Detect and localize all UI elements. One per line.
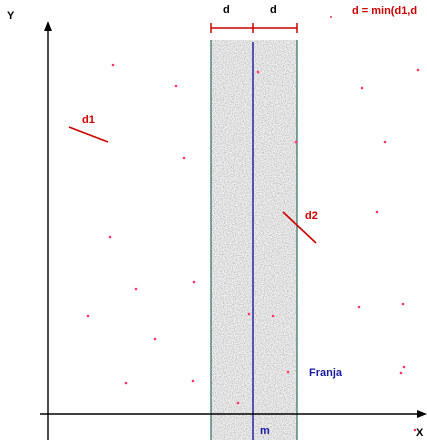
point-7 bbox=[153, 337, 157, 341]
point-17 bbox=[383, 140, 387, 144]
strip-tint bbox=[211, 40, 297, 440]
point-3 bbox=[182, 156, 186, 160]
point-9 bbox=[191, 379, 195, 383]
points-layer bbox=[86, 63, 420, 432]
strip-label: Franja bbox=[309, 367, 343, 379]
point-20 bbox=[357, 305, 361, 309]
x-axis-label: X bbox=[416, 427, 424, 439]
point-6 bbox=[86, 314, 90, 318]
y-axis-label: Y bbox=[7, 10, 15, 22]
point-8 bbox=[124, 381, 128, 385]
point-11 bbox=[256, 70, 260, 74]
d-left-label: d bbox=[223, 4, 230, 16]
d-dimension-brackets bbox=[210, 23, 298, 33]
y-axis-arrow bbox=[44, 21, 52, 31]
point-12 bbox=[294, 140, 298, 144]
d1-segment bbox=[68, 126, 109, 143]
point-13 bbox=[247, 312, 251, 316]
point-2 bbox=[174, 84, 178, 88]
median-label: m bbox=[260, 425, 270, 437]
point-25 bbox=[236, 401, 240, 405]
d1-label: d1 bbox=[82, 114, 95, 126]
point-18 bbox=[375, 210, 379, 214]
point-19 bbox=[416, 68, 420, 72]
point-24 bbox=[413, 428, 417, 432]
d-right-label: d bbox=[270, 4, 277, 16]
point-5 bbox=[134, 287, 138, 291]
point-21 bbox=[401, 302, 405, 306]
d2-segment bbox=[282, 211, 317, 244]
point-4 bbox=[108, 235, 112, 239]
point-22 bbox=[402, 365, 406, 369]
formula-label: d = min(d1,d bbox=[352, 5, 417, 17]
strip-fill bbox=[211, 40, 297, 440]
point-15 bbox=[286, 370, 290, 374]
point-10 bbox=[192, 280, 196, 284]
point-23 bbox=[399, 371, 403, 375]
x-axis-arrow bbox=[417, 410, 427, 418]
point-1 bbox=[111, 63, 115, 67]
formula-dot bbox=[330, 16, 332, 18]
point-16 bbox=[360, 86, 364, 90]
d2-label: d2 bbox=[305, 210, 318, 222]
point-14 bbox=[271, 314, 275, 318]
